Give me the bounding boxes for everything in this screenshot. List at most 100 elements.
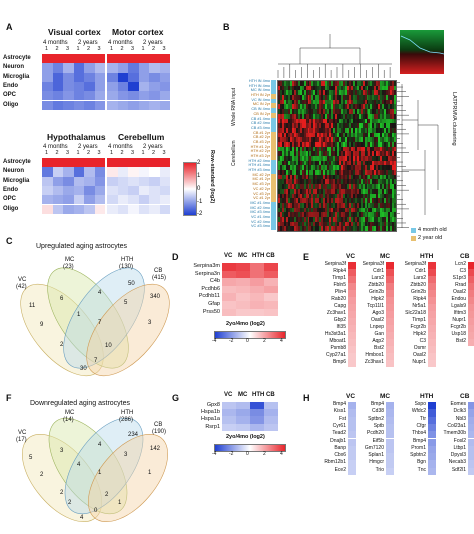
b-heat-cell <box>325 99 328 105</box>
b-heat-cell <box>285 81 289 86</box>
age-swatch <box>271 103 276 109</box>
b-heat-cell <box>279 127 283 133</box>
b-heat-cell <box>305 141 308 147</box>
b-heat-cell <box>287 113 291 119</box>
heat-cell <box>107 91 118 101</box>
b-heat-cell <box>317 160 320 166</box>
b-heat-cell <box>311 109 314 115</box>
b-heat-cell <box>388 198 391 204</box>
venn-up-hth: HTH <box>121 257 134 263</box>
b-heat-cell <box>374 174 377 180</box>
b-heat-cell <box>366 113 369 119</box>
b-heat-cell <box>362 170 365 176</box>
b-heat-cell <box>319 170 322 176</box>
heat-cell <box>63 63 74 73</box>
b-heat-cell <box>327 216 330 222</box>
b-heat-cell <box>317 202 320 208</box>
b-heat-cell <box>346 207 350 213</box>
b-heat-cell <box>362 184 365 190</box>
gene-cell <box>348 423 356 432</box>
b-heat-cell <box>370 193 373 199</box>
b-heat-cell <box>382 216 385 222</box>
b-heat-cell <box>338 123 342 129</box>
b-heat-cell <box>283 188 287 194</box>
b-heat-cell <box>293 104 296 110</box>
b-heat-cell <box>293 216 296 222</box>
b-heat-cell <box>358 212 361 218</box>
b-heat-cell <box>352 81 355 86</box>
heat-cell <box>159 167 170 177</box>
b-heat-cell <box>376 212 379 218</box>
b-heat-cell <box>279 132 283 138</box>
b-heat-cell <box>307 127 310 133</box>
b-heat-cell <box>388 221 391 227</box>
b-heat-cell <box>315 137 318 143</box>
b-heat-cell <box>313 198 316 204</box>
heat-cell <box>128 176 139 186</box>
b-heat-cell <box>315 188 318 194</box>
heat-cell <box>138 91 149 101</box>
b-heat-cell <box>352 104 355 110</box>
gene-label: Oasl2 <box>452 289 466 295</box>
b-heat-cell <box>311 81 314 86</box>
b-heat-cell <box>372 165 375 171</box>
b-heat-cell <box>321 127 324 133</box>
b-heat-cell <box>287 170 291 176</box>
b-heat-cell <box>295 207 298 213</box>
heat-cell <box>73 63 84 73</box>
b-heat-cell <box>311 160 314 166</box>
b-heat-cell <box>342 160 346 166</box>
b-heat-cell <box>380 85 383 91</box>
gene-cell <box>386 438 394 446</box>
b-heat-cell <box>366 118 369 124</box>
b-heat-cell <box>297 184 300 190</box>
row-label: Oligo <box>3 101 19 108</box>
b-heat-cell <box>331 226 334 232</box>
heat-cell <box>63 72 74 82</box>
b-heat-cell <box>283 90 287 96</box>
b-heat-cell <box>287 137 291 143</box>
heat-cell <box>138 81 149 92</box>
heat-cell <box>84 195 95 205</box>
b-heat-cell <box>293 156 296 161</box>
b-heat-cell <box>352 113 355 119</box>
b-heat-cell <box>309 85 312 91</box>
b-heat-cell <box>299 188 302 194</box>
gene-label: Eomes <box>450 401 466 407</box>
b-heat-cell <box>323 179 326 185</box>
b-heat-cell <box>392 113 395 119</box>
b-heat-cell <box>394 165 397 171</box>
b-heat-cell <box>344 127 348 133</box>
b-heat-cell <box>303 226 306 232</box>
b-heat-cell <box>390 221 393 227</box>
gene-label: Cyp27a1 <box>325 352 346 358</box>
b-heat-cell <box>386 85 389 91</box>
b-heat-cell <box>315 207 318 213</box>
b-heat-cell <box>323 226 326 232</box>
b-heat-cell <box>297 90 300 96</box>
b-heat-cell <box>299 160 302 166</box>
b-heat-cell <box>289 207 293 213</box>
gene-cell <box>348 262 356 269</box>
b-heat-cell <box>366 160 369 166</box>
b-heat-cell <box>313 81 316 86</box>
age-swatch <box>271 197 276 202</box>
b-heat-cell <box>281 137 285 143</box>
b-heat-cell <box>380 132 383 138</box>
b-heat-cell <box>287 216 291 222</box>
b-heat-cell <box>327 104 330 110</box>
b-heat-cell <box>388 207 391 213</box>
b-heat-cell <box>279 118 283 124</box>
b-heat-cell <box>388 170 391 176</box>
b-heat-cell <box>325 85 328 91</box>
fold-cell <box>222 409 236 417</box>
b-heat-cell <box>338 127 342 133</box>
sample-label: HTH #2 2yr <box>250 149 270 154</box>
b-heat-cell <box>358 137 361 143</box>
b-heat-cell <box>327 151 330 157</box>
b-heat-cell <box>378 216 381 222</box>
b-heat-cell <box>293 151 296 157</box>
b-heat-cell <box>352 132 355 138</box>
gene-cell <box>386 416 394 424</box>
b-heat-cell <box>285 146 289 152</box>
